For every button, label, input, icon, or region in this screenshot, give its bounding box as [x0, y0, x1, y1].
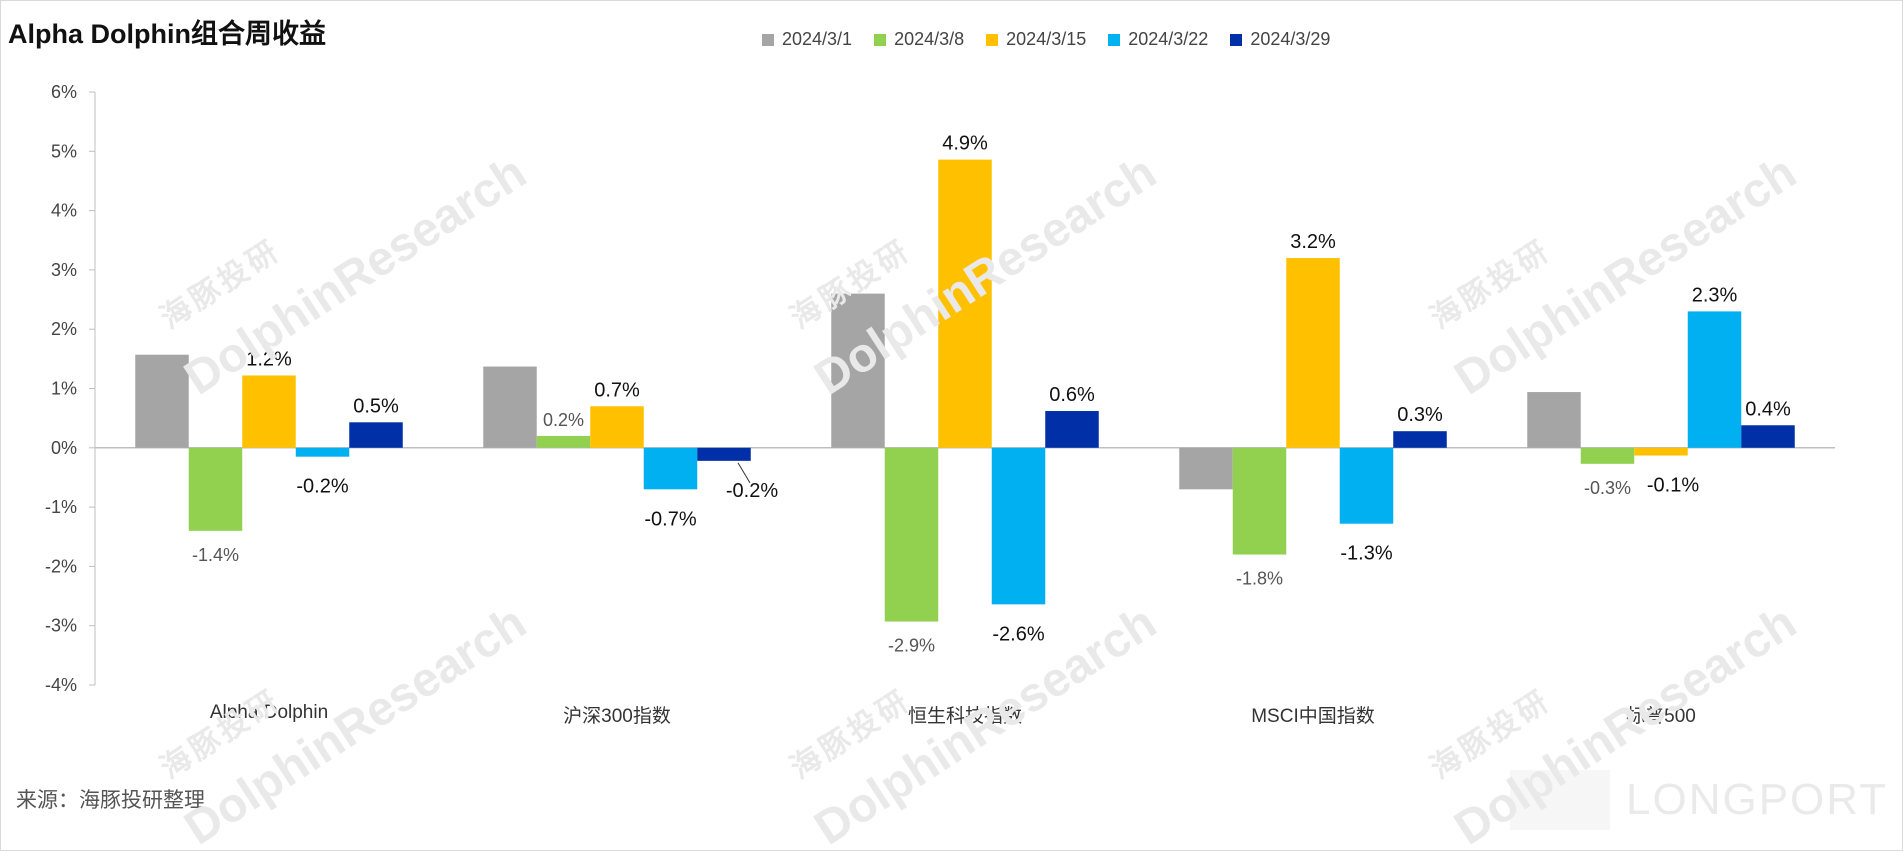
bar [1393, 431, 1447, 448]
bar [1580, 447, 1635, 464]
legend-item: 2024/3/29 [1230, 29, 1330, 50]
data-label: 0.7% [594, 379, 640, 401]
data-label: -0.1% [1647, 475, 1699, 497]
bar [1286, 258, 1340, 448]
data-label: -0.2% [296, 476, 348, 498]
data-label: 3.2% [1290, 231, 1336, 253]
legend-item: 2024/3/22 [1108, 29, 1208, 50]
y-tick-label: 1% [51, 379, 77, 399]
data-label: -1.4% [192, 545, 239, 565]
chart-title: Alpha Dolphin组合周收益 [8, 19, 326, 49]
legend-swatch [1230, 33, 1243, 46]
bar [938, 159, 992, 448]
bar [1687, 311, 1742, 448]
legend-swatch [762, 33, 774, 46]
y-tick-label: 4% [51, 201, 77, 221]
data-label: -1.3% [1340, 543, 1392, 565]
legend-label: 2024/3/8 [894, 29, 965, 49]
longport-logo: LONGPORT [1510, 770, 1888, 830]
data-label: -0.3% [1584, 478, 1631, 498]
leader-line [737, 462, 751, 484]
y-tick-label: 5% [51, 141, 77, 161]
y-tick-label: 6% [51, 82, 77, 102]
bar [242, 375, 296, 448]
bar [991, 447, 1046, 605]
y-tick-label: 3% [51, 260, 77, 280]
bar [349, 422, 403, 448]
data-label: 4.9% [942, 133, 988, 155]
bar [1339, 447, 1394, 524]
legend-label: 2024/3/15 [1006, 29, 1087, 49]
bar [536, 435, 591, 448]
bar [590, 406, 644, 448]
bar [1634, 447, 1688, 456]
category-label: 恒生科技指数 [908, 705, 1022, 727]
legend-item: 2024/3/15 [986, 29, 1086, 50]
legend-swatch [874, 33, 887, 46]
data-label: 0.4% [1745, 398, 1791, 420]
bar [1527, 392, 1581, 448]
y-tick-label: -1% [45, 497, 77, 517]
bar [831, 293, 885, 448]
bar [188, 447, 243, 531]
longport-mark-icon [1510, 770, 1610, 830]
bar [1232, 447, 1287, 555]
bar [1179, 447, 1233, 490]
data-label: 0.2% [543, 410, 584, 430]
y-tick-label: 2% [51, 319, 77, 339]
data-label: 2.3% [1692, 284, 1738, 306]
data-label: 1.2% [246, 348, 292, 370]
source-note: 来源：海豚投研整理 [16, 789, 205, 812]
data-label: 0.5% [353, 395, 399, 417]
legend-item: 2024/3/8 [874, 29, 964, 50]
data-label: -0.7% [644, 508, 696, 530]
category-label: MSCI中国指数 [1251, 705, 1375, 727]
legend-item: 2024/3/1 [762, 29, 852, 50]
data-label: -1.8% [1236, 569, 1283, 589]
legend-label: 2024/3/22 [1128, 29, 1209, 49]
legend-swatch [986, 33, 999, 46]
data-label: -2.9% [888, 636, 935, 656]
data-label: 0.3% [1397, 404, 1443, 426]
category-label: Alpha Dolphin [210, 702, 328, 723]
y-tick-label: 0% [51, 438, 77, 458]
bar [1045, 411, 1099, 448]
bar [483, 366, 537, 448]
category-label: 标普500 [1626, 705, 1696, 727]
y-tick-label: -3% [45, 616, 77, 636]
category-label: 沪深300指数 [563, 705, 671, 727]
data-label: -2.6% [992, 623, 1044, 645]
y-tick-label: -2% [45, 556, 77, 576]
bar [643, 447, 698, 490]
bar [697, 447, 751, 461]
longport-wordmark: LONGPORT [1626, 775, 1889, 824]
data-label: -0.2% [726, 480, 778, 502]
legend: 2024/3/1 2024/3/8 2024/3/15 2024/3/22 2024/3… [762, 29, 1330, 50]
bar [1741, 425, 1795, 448]
data-label: 0.6% [1049, 384, 1095, 406]
bar [884, 447, 939, 622]
bar [135, 354, 189, 448]
legend-label: 2024/3/1 [782, 29, 853, 49]
y-tick-label: -4% [45, 675, 77, 695]
legend-label: 2024/3/29 [1250, 29, 1331, 49]
legend-swatch [1108, 33, 1121, 46]
bar [295, 447, 350, 457]
